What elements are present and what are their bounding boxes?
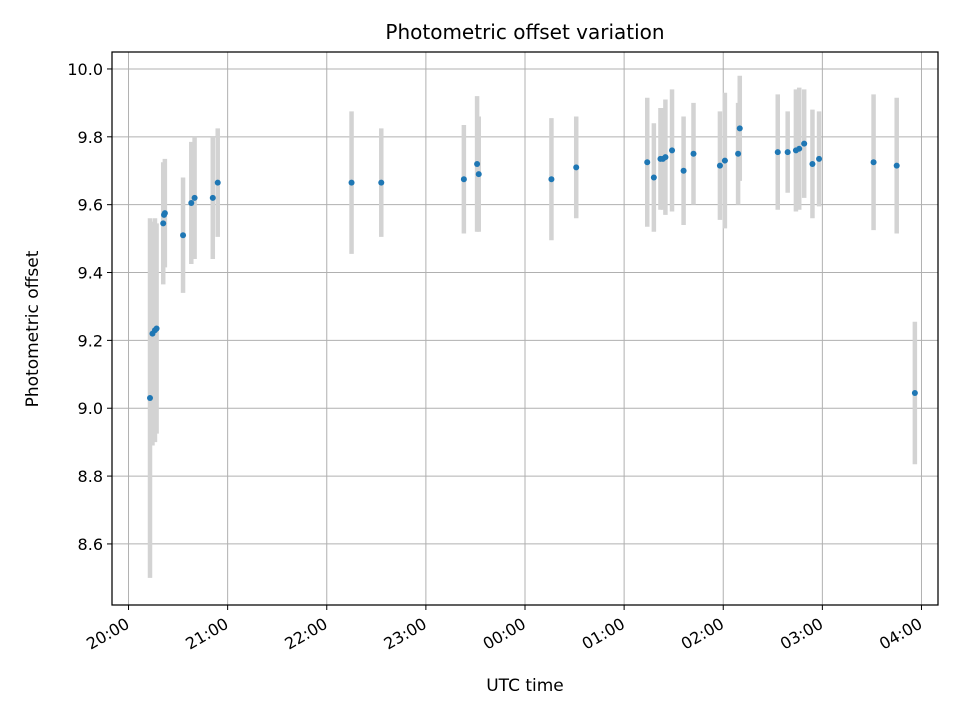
grid [112, 52, 938, 605]
data-point [474, 160, 481, 167]
data-point [735, 150, 742, 157]
y-axis-label: Photometric offset [23, 250, 43, 407]
data-point [690, 150, 697, 157]
data-point [809, 160, 816, 167]
y-tick-label: 8.6 [78, 535, 103, 554]
data-point [680, 167, 687, 174]
data-point [716, 162, 723, 169]
data-point [161, 210, 168, 217]
data-point [180, 232, 187, 239]
y-tick-label: 9.8 [78, 128, 103, 147]
data-point [911, 389, 918, 396]
x-tick-label: 20:00 [83, 614, 132, 654]
data-point [460, 176, 467, 183]
data-points [146, 125, 918, 402]
y-tick-label: 8.8 [78, 467, 103, 486]
x-axis-ticks: 20:00 21:00 22:00 23:00 00:00 01:00 02:00 03:00… [83, 605, 925, 654]
data-point [870, 159, 877, 166]
x-tick-label: 02:00 [678, 614, 727, 654]
data-point [548, 176, 555, 183]
data-point [774, 149, 781, 156]
data-point [160, 220, 167, 227]
data-point [893, 162, 900, 169]
data-point [573, 164, 580, 171]
data-point [153, 325, 160, 332]
data-point [214, 179, 221, 186]
data-point [348, 179, 355, 186]
data-point [801, 140, 808, 147]
x-tick-label: 04:00 [876, 614, 925, 654]
x-tick-label: 03:00 [777, 614, 826, 654]
data-point [816, 155, 823, 162]
data-point [662, 154, 669, 161]
x-tick-label: 22:00 [281, 614, 330, 654]
data-point [784, 149, 791, 156]
x-tick-label: 23:00 [380, 614, 429, 654]
y-tick-label: 9.2 [78, 331, 103, 350]
y-tick-label: 9.6 [78, 196, 103, 215]
x-tick-label: 00:00 [480, 614, 529, 654]
data-point [721, 157, 728, 164]
data-point [669, 147, 676, 154]
data-point [188, 199, 195, 206]
x-axis-label: UTC time [486, 676, 564, 696]
x-tick-label: 21:00 [182, 614, 231, 654]
data-point [378, 179, 385, 186]
data-point [146, 395, 153, 402]
chart-title: Photometric offset variation [385, 20, 664, 44]
y-tick-label: 9.4 [78, 264, 103, 283]
data-point [644, 159, 651, 166]
data-point [475, 171, 482, 178]
data-point [650, 174, 657, 181]
data-point [209, 194, 216, 201]
y-axis-ticks: 8.6 8.8 9.0 9.2 9.4 9.6 9.8 10.0 [67, 60, 112, 554]
x-tick-label: 01:00 [579, 614, 628, 654]
y-tick-label: 9.0 [78, 399, 103, 418]
data-point [736, 125, 743, 132]
error-bars [147, 75, 918, 578]
data-point [796, 145, 803, 152]
y-tick-label: 10.0 [67, 60, 103, 79]
data-point [191, 194, 198, 201]
